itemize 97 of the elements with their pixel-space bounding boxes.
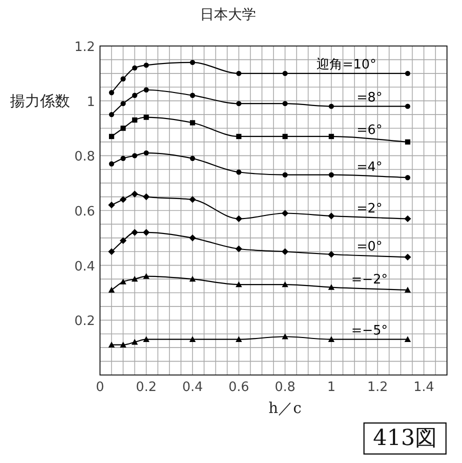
point <box>282 172 288 178</box>
point <box>236 336 242 342</box>
point <box>236 170 242 175</box>
point <box>120 156 126 162</box>
point <box>132 276 138 282</box>
point <box>404 336 411 342</box>
point <box>282 134 288 140</box>
point <box>108 248 115 256</box>
point <box>132 338 138 345</box>
point <box>120 76 126 82</box>
series-label: =−2° <box>351 272 388 288</box>
point <box>236 134 242 140</box>
y-axis-title: 揚力係数 <box>10 92 70 110</box>
point <box>405 139 410 145</box>
point <box>108 161 114 166</box>
y-tick-label: 1 <box>86 94 95 110</box>
x-tick-label: 0.8 <box>274 380 296 395</box>
series-label: =8° <box>356 90 382 106</box>
point <box>108 286 115 293</box>
point <box>328 250 335 258</box>
point <box>132 153 138 158</box>
y-tick-label: 0.2 <box>74 314 95 330</box>
point <box>282 281 288 288</box>
point <box>328 134 334 140</box>
x-axis-title: h／c <box>268 399 302 417</box>
point <box>132 65 138 71</box>
series-label: =6° <box>356 123 382 138</box>
point <box>108 202 115 208</box>
x-tick-label: 0.2 <box>136 380 157 395</box>
point <box>190 60 196 66</box>
y-tick-label: 0.6 <box>74 204 95 220</box>
point <box>282 100 288 106</box>
point <box>282 248 288 256</box>
point <box>108 342 115 348</box>
x-tick-label: 1 <box>327 380 336 395</box>
point <box>190 92 196 98</box>
point <box>190 120 196 126</box>
point <box>108 134 114 140</box>
point <box>142 193 150 200</box>
point <box>144 150 149 156</box>
x-tick-label: 1.2 <box>367 380 388 395</box>
point <box>108 90 114 96</box>
point <box>120 196 127 203</box>
point <box>189 276 196 282</box>
point <box>282 70 288 76</box>
point <box>404 254 412 261</box>
series-label: =4° <box>356 160 382 176</box>
point <box>120 126 126 131</box>
point <box>404 215 412 222</box>
point <box>142 229 150 236</box>
point <box>120 100 126 106</box>
point <box>132 92 138 98</box>
point <box>328 212 335 220</box>
point <box>144 87 149 92</box>
point <box>328 284 335 290</box>
point <box>405 104 410 109</box>
point <box>108 112 114 118</box>
x-tick-label: 0 <box>96 380 104 395</box>
x-tick-label: 1.4 <box>414 380 434 395</box>
point <box>328 104 334 109</box>
point <box>143 273 150 279</box>
annotation: 413図 <box>363 422 447 455</box>
point <box>189 196 196 203</box>
point <box>132 117 138 123</box>
point <box>189 336 196 342</box>
point <box>144 114 149 120</box>
point <box>405 175 410 180</box>
series-label: =2° <box>356 201 382 216</box>
point <box>328 172 334 178</box>
point <box>131 229 138 236</box>
point <box>282 333 288 340</box>
point <box>120 278 126 284</box>
chart-title: 日本大学 <box>200 7 256 23</box>
point <box>282 210 288 217</box>
point <box>236 281 242 288</box>
point <box>144 62 149 68</box>
y-tick-label: 1.2 <box>74 40 95 55</box>
series-label: 迎角=10° <box>316 56 376 72</box>
point <box>236 70 242 76</box>
point <box>131 190 138 198</box>
point <box>143 336 150 342</box>
point <box>405 70 410 76</box>
x-tick-label: 0.4 <box>182 380 203 395</box>
series-label: =−5° <box>351 323 388 338</box>
point <box>189 234 196 242</box>
y-tick-label: 0.8 <box>74 150 95 165</box>
x-tick-label: 0.6 <box>228 380 250 395</box>
point <box>235 245 242 252</box>
point <box>235 215 242 222</box>
point <box>120 237 127 244</box>
series-label: =0° <box>356 240 382 255</box>
y-tick-label: 0.4 <box>74 259 95 274</box>
point <box>190 156 196 162</box>
point <box>404 286 411 293</box>
point <box>236 100 242 106</box>
point <box>328 336 335 342</box>
point <box>120 342 126 348</box>
